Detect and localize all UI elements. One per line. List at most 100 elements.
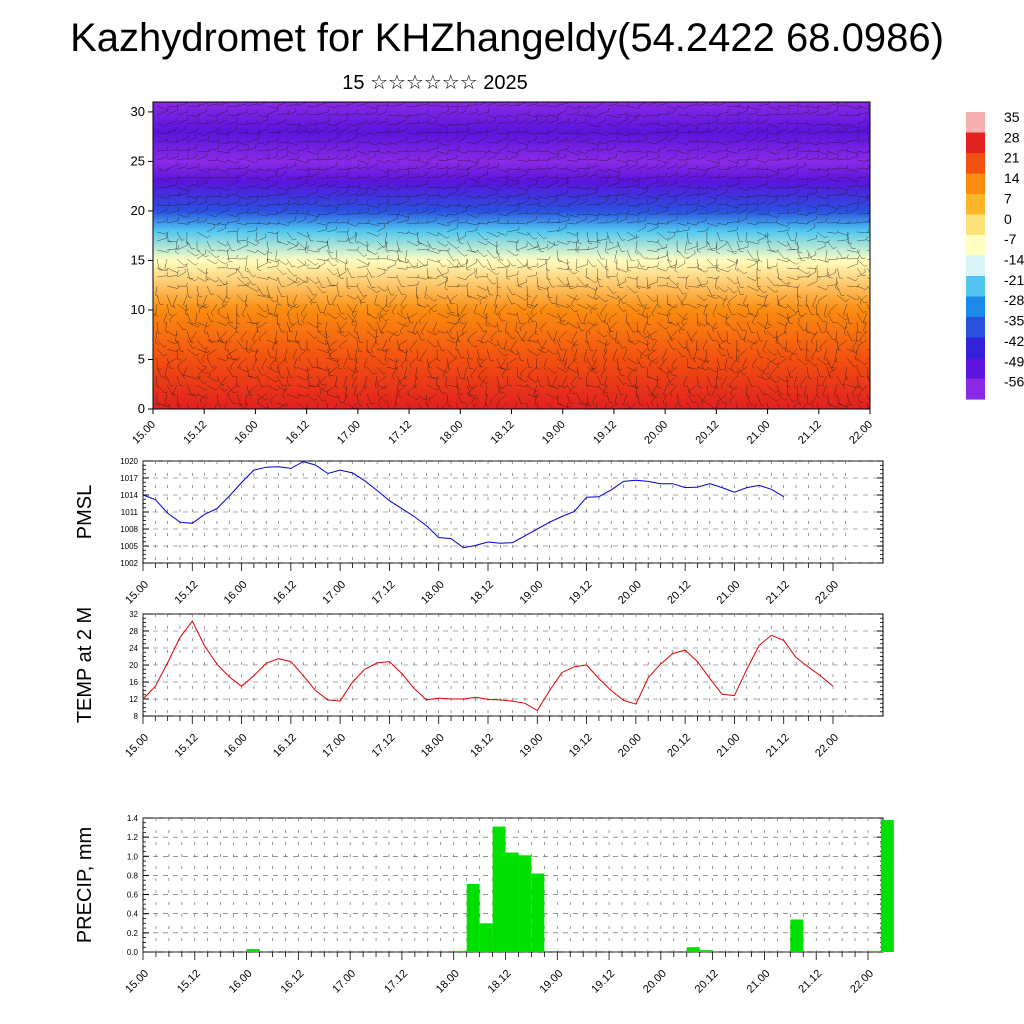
wind-barb-flag xyxy=(596,413,599,415)
wind-barb xyxy=(546,393,557,399)
wind-barb-flag xyxy=(324,333,328,336)
wind-barb xyxy=(266,366,278,373)
wind-barb xyxy=(316,339,327,346)
wind-barb xyxy=(276,294,279,305)
wind-barb xyxy=(826,366,830,378)
wind-barb xyxy=(606,147,616,152)
wind-barb xyxy=(286,212,297,215)
wind-barb xyxy=(256,195,267,198)
wind-barb-flag xyxy=(478,375,481,379)
wind-barb xyxy=(612,348,618,360)
wind-barb xyxy=(706,121,718,125)
wind-barb xyxy=(816,366,820,377)
wind-barb-flag xyxy=(855,219,858,224)
wind-barb-flag xyxy=(815,130,818,135)
wind-barb-flag xyxy=(480,384,483,388)
wind-barb xyxy=(703,303,708,314)
wind-barb xyxy=(596,402,598,409)
wind-barb xyxy=(756,375,768,381)
wind-barb xyxy=(816,221,827,224)
wind-barb xyxy=(536,141,548,144)
wind-barb xyxy=(766,240,772,252)
wind-barb xyxy=(746,263,757,269)
wind-barb xyxy=(856,105,868,109)
wind-barb xyxy=(426,366,433,378)
wind-barb xyxy=(256,402,266,409)
wind-barb xyxy=(466,348,470,359)
wind-barb xyxy=(576,150,587,154)
wind-barb xyxy=(646,266,658,269)
wind-barb-flag xyxy=(446,370,450,374)
wind-barb xyxy=(726,366,736,373)
wind-barb xyxy=(752,357,758,366)
wind-barb xyxy=(706,247,717,251)
wind-barb-flag xyxy=(246,236,249,241)
page-subtitle: 15 ☆☆☆☆☆☆ 2025 xyxy=(342,72,528,94)
wind-barb-flag xyxy=(237,241,241,244)
wind-barb-flag xyxy=(575,250,580,253)
wind-barb xyxy=(216,141,227,145)
wind-barb xyxy=(166,105,177,108)
wind-barb xyxy=(166,184,177,188)
wind-barb-flag xyxy=(776,262,778,267)
wind-barb-flag xyxy=(366,133,369,137)
wind-barb xyxy=(596,294,606,302)
wind-barb xyxy=(496,138,508,143)
wind-barb-flag xyxy=(527,186,531,191)
wind-barb-flag xyxy=(306,127,308,132)
wind-barb-flag xyxy=(176,270,180,273)
wind-barb-flag xyxy=(366,163,368,168)
wind-barb xyxy=(274,330,278,343)
wind-barb-flag xyxy=(559,319,562,323)
wind-barb xyxy=(646,249,657,252)
wind-barb xyxy=(468,384,478,394)
wind-barb xyxy=(197,366,208,375)
wind-barb xyxy=(416,276,427,280)
wind-barb xyxy=(346,285,357,287)
wind-barb xyxy=(336,321,342,332)
wind-barb xyxy=(806,321,808,332)
wind-barb-flag xyxy=(256,175,259,179)
wind-barb xyxy=(456,258,462,268)
wind-barb-flag xyxy=(418,156,421,161)
wind-barb xyxy=(596,181,608,188)
wind-barb xyxy=(656,204,668,209)
wind-barb-flag xyxy=(657,255,660,259)
wind-barb-flag xyxy=(266,193,269,198)
wind-barb xyxy=(446,285,459,288)
wind-barb xyxy=(711,321,718,330)
wind-barb xyxy=(376,366,384,374)
wind-barb xyxy=(386,195,398,198)
wind-barb-flag xyxy=(858,126,860,131)
wind-barb-flag xyxy=(525,297,529,301)
wind-barb xyxy=(678,321,688,331)
wind-barb xyxy=(828,366,838,374)
wind-barb xyxy=(786,122,798,125)
wind-barb-flag xyxy=(317,213,321,217)
wind-barb-flag xyxy=(803,329,807,331)
wind-barb xyxy=(836,312,846,321)
wind-barb xyxy=(536,357,538,369)
wind-barb-flag xyxy=(540,328,542,332)
wind-barb xyxy=(276,209,287,215)
wind-barb xyxy=(766,199,778,206)
wind-barb xyxy=(176,222,189,225)
wind-barb xyxy=(166,194,179,197)
wind-barb-flag xyxy=(681,322,685,326)
wind-barb xyxy=(436,213,447,217)
wind-barb xyxy=(306,285,314,296)
wind-barb xyxy=(196,384,205,391)
wind-barb xyxy=(196,220,207,224)
wind-barb-flag xyxy=(232,376,237,378)
wind-barb-flag xyxy=(455,340,459,344)
wind-barb-flag xyxy=(464,254,468,257)
wind-barb xyxy=(566,200,578,206)
wind-barb-flag xyxy=(728,269,731,273)
wind-barb xyxy=(335,375,338,387)
wind-barb xyxy=(256,249,266,256)
wind-barb-flag xyxy=(226,297,231,300)
wind-barb xyxy=(806,226,816,233)
wind-barb xyxy=(516,168,528,172)
wind-barb-flag xyxy=(727,342,731,345)
wind-barb xyxy=(426,276,437,279)
